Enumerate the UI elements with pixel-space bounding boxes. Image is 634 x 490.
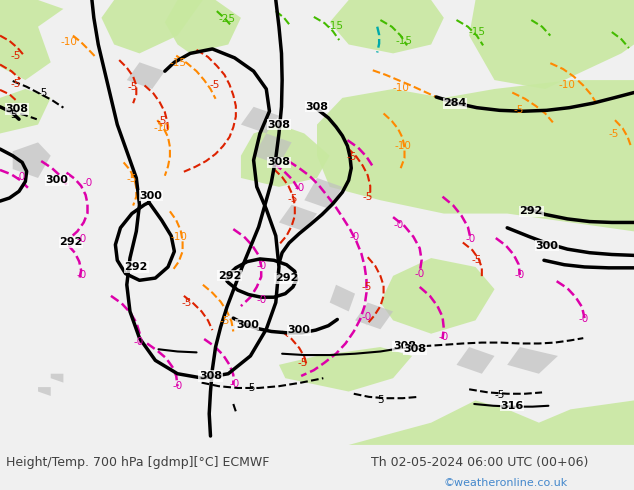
Text: -25: -25 (219, 14, 235, 24)
Polygon shape (380, 258, 495, 334)
Text: 292: 292 (520, 206, 543, 217)
Polygon shape (38, 387, 51, 396)
Polygon shape (317, 80, 634, 231)
Text: -0: -0 (76, 270, 86, 280)
Text: -0: -0 (578, 315, 588, 324)
Text: -5: -5 (514, 105, 524, 115)
Polygon shape (241, 124, 330, 187)
Text: Height/Temp. 700 hPa [gdmp][°C] ECMWF: Height/Temp. 700 hPa [gdmp][°C] ECMWF (6, 456, 269, 468)
Text: 300: 300 (535, 241, 558, 250)
Text: 284: 284 (444, 98, 467, 108)
Text: -0: -0 (361, 312, 372, 322)
Polygon shape (507, 347, 558, 374)
Text: 300: 300 (46, 175, 68, 185)
Text: -15: -15 (396, 36, 413, 46)
Polygon shape (0, 89, 51, 133)
Polygon shape (0, 0, 63, 80)
Text: 316: 316 (501, 401, 524, 411)
Polygon shape (101, 0, 203, 53)
Text: -10: -10 (153, 123, 170, 133)
Text: -5: -5 (288, 195, 298, 204)
Text: -5: -5 (298, 358, 308, 368)
Text: -5: -5 (220, 316, 230, 326)
Text: -0: -0 (133, 337, 143, 347)
Text: Th 02-05-2024 06:00 UTC (00+06): Th 02-05-2024 06:00 UTC (00+06) (371, 456, 588, 468)
Polygon shape (330, 285, 355, 312)
Text: 292: 292 (218, 271, 241, 281)
Text: -5: -5 (157, 116, 167, 126)
Text: -0: -0 (350, 232, 360, 242)
Text: 308: 308 (6, 104, 29, 114)
Text: 300: 300 (139, 191, 162, 201)
Polygon shape (51, 374, 63, 383)
Text: -5: -5 (182, 297, 192, 308)
Polygon shape (279, 205, 317, 231)
Polygon shape (241, 107, 279, 133)
Text: -0: -0 (15, 172, 25, 182)
Text: 308: 308 (268, 157, 290, 168)
Polygon shape (279, 347, 412, 392)
Polygon shape (254, 133, 292, 165)
Text: -0: -0 (294, 183, 304, 193)
Text: -5: -5 (347, 151, 357, 162)
Polygon shape (330, 0, 444, 53)
Text: -5: -5 (127, 174, 137, 184)
Text: -0: -0 (256, 295, 266, 305)
Text: -15: -15 (169, 58, 186, 68)
Text: -0: -0 (82, 178, 93, 188)
Polygon shape (165, 0, 241, 53)
Text: -0: -0 (515, 270, 525, 280)
Polygon shape (241, 400, 634, 445)
Text: -0: -0 (76, 234, 86, 245)
Text: -0: -0 (439, 332, 449, 342)
Text: -10: -10 (392, 83, 409, 93)
Text: 300: 300 (236, 320, 259, 330)
Text: -5: -5 (38, 88, 48, 98)
Text: -5: -5 (245, 383, 256, 393)
Text: -5: -5 (11, 78, 21, 89)
Polygon shape (13, 143, 51, 178)
Text: -0: -0 (230, 378, 240, 389)
Text: ©weatheronline.co.uk: ©weatheronline.co.uk (444, 478, 568, 488)
Text: -5: -5 (363, 192, 373, 202)
Text: -0: -0 (465, 234, 476, 245)
Text: -5: -5 (472, 255, 482, 265)
Text: 308: 308 (393, 341, 416, 351)
Text: -5: -5 (495, 390, 505, 400)
Text: 5: 5 (11, 110, 17, 120)
Text: -10: -10 (559, 80, 576, 91)
Text: 308: 308 (306, 102, 328, 112)
Text: 300: 300 (288, 325, 311, 335)
Text: -0: -0 (256, 261, 266, 271)
Text: -5: -5 (609, 129, 619, 139)
Text: -5: -5 (128, 82, 138, 92)
Text: -10: -10 (60, 37, 77, 47)
Polygon shape (304, 178, 342, 209)
Text: 292: 292 (275, 273, 298, 283)
Text: -5: -5 (361, 282, 372, 292)
Text: 308: 308 (268, 120, 290, 129)
Text: 292: 292 (125, 262, 148, 272)
Polygon shape (469, 0, 634, 89)
Text: -10: -10 (171, 232, 187, 242)
Text: 5: 5 (377, 394, 384, 405)
Text: -0: -0 (172, 381, 183, 391)
Text: -10: -10 (394, 141, 411, 151)
Text: -0: -0 (393, 220, 403, 230)
Text: -15: -15 (469, 27, 485, 37)
Text: -15: -15 (327, 21, 343, 31)
Polygon shape (456, 347, 495, 374)
Text: 308: 308 (404, 344, 427, 354)
Polygon shape (355, 302, 393, 329)
Text: -0: -0 (415, 269, 425, 279)
Text: 292: 292 (60, 238, 82, 247)
Text: 308: 308 (199, 371, 222, 381)
Text: -5: -5 (209, 79, 219, 90)
Polygon shape (127, 62, 165, 89)
Text: -5: -5 (11, 50, 21, 61)
